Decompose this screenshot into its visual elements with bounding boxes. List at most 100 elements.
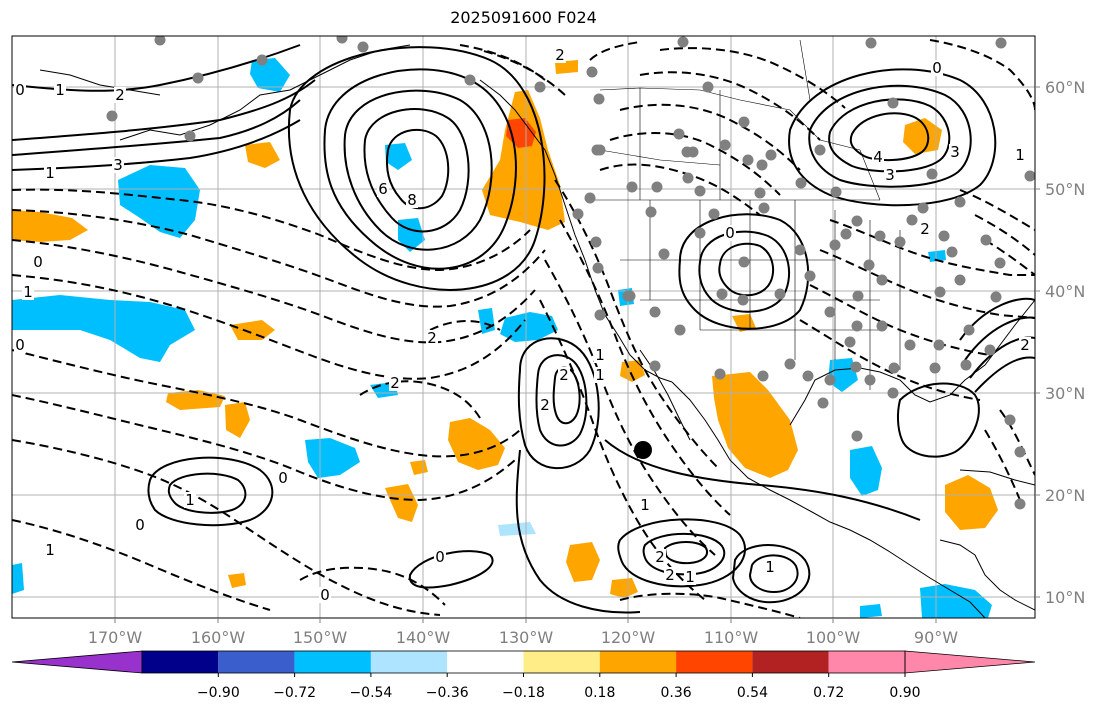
contour-label: 1 bbox=[185, 491, 195, 509]
analysis-point-marker bbox=[634, 441, 652, 459]
shade-sub-orange-13 bbox=[555, 60, 578, 74]
contour-label-bg bbox=[884, 167, 896, 183]
shade-sub-orange-9 bbox=[245, 142, 280, 168]
contour-label: 2 bbox=[665, 566, 675, 584]
contour-label: 1 bbox=[1015, 146, 1025, 164]
contour-label: 2 bbox=[115, 86, 125, 104]
shade-blue-10 bbox=[920, 584, 992, 618]
contour-label-bg bbox=[112, 157, 124, 173]
contour-label-bg bbox=[554, 47, 566, 63]
contour-label: 4 bbox=[873, 148, 883, 166]
lon-label: 120°W bbox=[601, 628, 656, 647]
colorbar-extend-high bbox=[904, 650, 1036, 674]
colorbar-tick-label: 0.18 bbox=[584, 685, 615, 701]
colorbar-tick-label: −0.54 bbox=[349, 685, 392, 701]
colorbar-tick-label: −0.90 bbox=[197, 685, 240, 701]
contour-label-bg bbox=[919, 221, 931, 237]
lat-label: 40°N bbox=[1045, 282, 1085, 301]
lat-label: 50°N bbox=[1045, 180, 1085, 199]
lat-label: 20°N bbox=[1045, 486, 1085, 505]
shade-westpac-orange bbox=[12, 210, 88, 242]
contour-label-bg bbox=[434, 549, 446, 565]
colorbar-segment bbox=[752, 651, 829, 673]
shade-carib-orange bbox=[945, 475, 998, 530]
contour-label-bg bbox=[14, 337, 26, 353]
latitude-labels: 60°N 50°N 40°N 30°N 20°N 10°N bbox=[1035, 78, 1085, 607]
gridlines bbox=[12, 36, 1035, 618]
contour-label: 8 bbox=[407, 191, 417, 209]
contour-label: 2 bbox=[555, 46, 565, 64]
shade-sub-orange-6 bbox=[230, 320, 275, 340]
contour-label-bg bbox=[389, 375, 401, 391]
contour-label-bg bbox=[319, 587, 331, 603]
shade-blue-15 bbox=[860, 604, 882, 618]
contour-label: 1 bbox=[55, 81, 65, 99]
shade-sub-orange-3 bbox=[566, 542, 600, 582]
colorbar-extend-low bbox=[11, 650, 143, 674]
contour-label-bg bbox=[539, 397, 551, 413]
contour-label-bg bbox=[558, 367, 570, 383]
contour-label: 3 bbox=[885, 166, 895, 184]
shade-blue-5 bbox=[500, 312, 558, 342]
contour-label-bg bbox=[1014, 147, 1026, 163]
lon-label: 90°W bbox=[914, 628, 958, 647]
lat-label: 10°N bbox=[1045, 588, 1085, 607]
colorbar-segment bbox=[523, 651, 600, 673]
contour-label-bg bbox=[931, 60, 943, 76]
colorbar-tick-label: 0.54 bbox=[737, 685, 768, 701]
shade-central-pac-blue bbox=[12, 295, 195, 362]
contour-label: 2 bbox=[540, 396, 550, 414]
colorbar-segment bbox=[294, 651, 371, 673]
contour-label-bg bbox=[594, 367, 606, 383]
colorbar-segment bbox=[142, 651, 219, 673]
station-markers bbox=[106, 36, 1035, 510]
contour-label-bg bbox=[724, 225, 736, 241]
coastlines bbox=[39, 44, 1035, 618]
contour-label-bg bbox=[134, 517, 146, 533]
contour-label-bg bbox=[594, 347, 606, 363]
contour-label-bg bbox=[22, 284, 34, 300]
contour-label-bg bbox=[14, 82, 26, 98]
contour-label-bg bbox=[1019, 337, 1031, 353]
contour-label: 2 bbox=[920, 220, 930, 238]
colorbar-segment bbox=[828, 651, 905, 673]
contour-label-bg bbox=[664, 567, 676, 583]
colorbar-segment bbox=[676, 651, 753, 673]
contour-label: 1 bbox=[45, 541, 55, 559]
contour-label-bg bbox=[949, 144, 961, 160]
lon-label: 160°W bbox=[191, 628, 246, 647]
shade-sub-orange-8 bbox=[620, 360, 645, 382]
contour-label-bg bbox=[654, 549, 666, 565]
lat-label: 30°N bbox=[1045, 384, 1085, 403]
contour-label: 2 bbox=[390, 374, 400, 392]
contour-label: 3 bbox=[950, 143, 960, 161]
contour-label: 1 bbox=[595, 346, 605, 364]
contour-label-bg bbox=[639, 497, 651, 513]
contour-label: 1 bbox=[595, 366, 605, 384]
contour-label: 1 bbox=[765, 558, 775, 576]
shade-blue-8 bbox=[850, 446, 882, 496]
shade-blue-6 bbox=[305, 438, 360, 478]
shade-blue-9 bbox=[828, 358, 858, 392]
contour-label: 2 bbox=[427, 329, 437, 347]
shade-gulf-alaska-blue bbox=[118, 165, 200, 238]
lon-label: 130°W bbox=[499, 628, 554, 647]
longitude-labels: 170°W 160°W 150°W 140°W 130°W 120°W 110°W 100°W… bbox=[88, 618, 958, 647]
shade-blue-13 bbox=[928, 250, 946, 262]
colorbar-tick-label: 0.72 bbox=[813, 685, 844, 701]
contour-label-bg bbox=[764, 559, 776, 575]
colorbar-segment bbox=[447, 651, 524, 673]
contour-label-bg bbox=[54, 82, 66, 98]
contour-label: 6 bbox=[378, 180, 388, 198]
lon-label: 150°W bbox=[293, 628, 348, 647]
contour-label: 0 bbox=[135, 516, 145, 534]
shade-sub-orange-2 bbox=[385, 484, 418, 522]
shade-blue-12 bbox=[12, 563, 24, 594]
contour-label-bg bbox=[377, 181, 389, 197]
shade-mexico-orange bbox=[712, 372, 798, 478]
contour-label-bg bbox=[872, 149, 884, 165]
contour-label: 1 bbox=[685, 568, 695, 586]
contour-label: 0 bbox=[278, 469, 288, 487]
